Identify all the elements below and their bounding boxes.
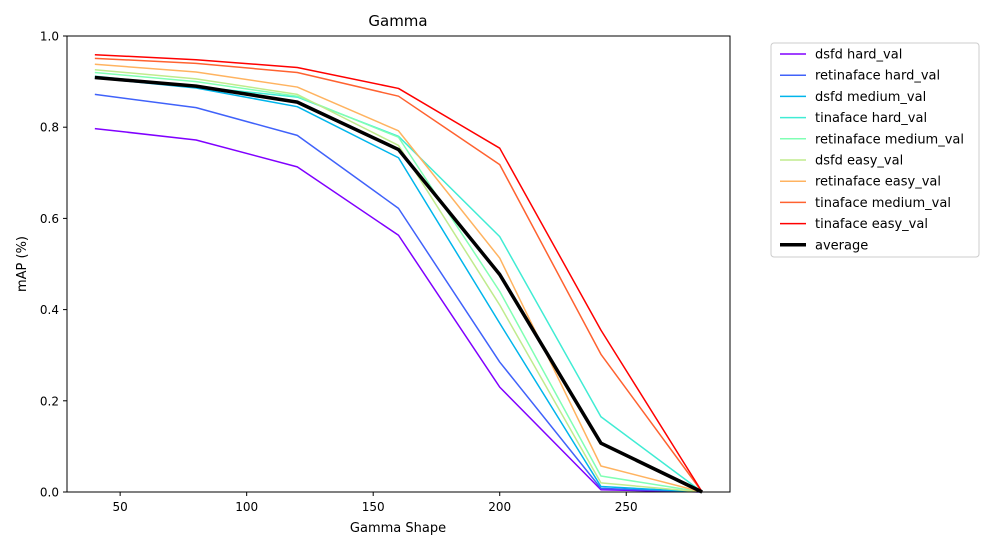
series-line-retinaface-easy-val xyxy=(94,63,703,493)
x-tick-label: 100 xyxy=(235,500,258,514)
y-tick-label: 0.4 xyxy=(40,303,59,317)
x-axis-label: Gamma Shape xyxy=(350,521,446,536)
chart-title: Gamma xyxy=(368,12,427,30)
y-tick-label: 0.8 xyxy=(40,121,59,135)
x-tick-label: 150 xyxy=(362,500,385,514)
series-line-dsfd-medium-val xyxy=(94,77,703,493)
series-line-retinaface-medium-val xyxy=(94,71,703,493)
y-tick-label: 1.0 xyxy=(40,30,59,44)
series-line-tinaface-medium-val xyxy=(94,57,703,493)
legend-frame xyxy=(770,42,980,258)
plot-frame xyxy=(66,35,731,493)
x-axis-ticks: 50 100 150 200 250 xyxy=(113,492,638,514)
legend-label: dsfd hard_val xyxy=(815,48,902,63)
legend-label: retinaface hard_val xyxy=(815,69,940,84)
y-axis-ticks: 0.0 0.2 0.4 0.6 0.8 1.0 xyxy=(40,30,67,500)
legend-label: average xyxy=(815,238,868,253)
series-line-dsfd-hard-val xyxy=(94,127,703,493)
series-line-dsfd-easy-val xyxy=(94,68,703,493)
legend-label: tinaface easy_val xyxy=(815,217,928,232)
y-tick-label: 0.2 xyxy=(40,394,59,408)
legend-label: dsfd easy_val xyxy=(815,154,903,169)
legend-label: dsfd medium_val xyxy=(815,90,926,105)
x-tick-label: 50 xyxy=(113,500,128,514)
y-axis-label: mAP (%) xyxy=(15,236,30,292)
x-tick-label: 250 xyxy=(615,500,638,514)
y-tick-label: 0.0 xyxy=(40,486,59,500)
x-tick-label: 200 xyxy=(488,500,511,514)
series-line-retinaface-hard-val xyxy=(94,93,703,493)
y-tick-label: 0.6 xyxy=(40,212,59,226)
legend-label: retinaface easy_val xyxy=(815,175,941,190)
legend-label: tinaface hard_val xyxy=(815,111,927,126)
series-layer xyxy=(94,53,703,494)
series-line-average xyxy=(94,75,703,494)
series-line-tinaface-easy-val xyxy=(94,53,703,493)
legend-label: tinaface medium_val xyxy=(815,196,951,211)
legend-label: retinaface medium_val xyxy=(815,132,964,147)
